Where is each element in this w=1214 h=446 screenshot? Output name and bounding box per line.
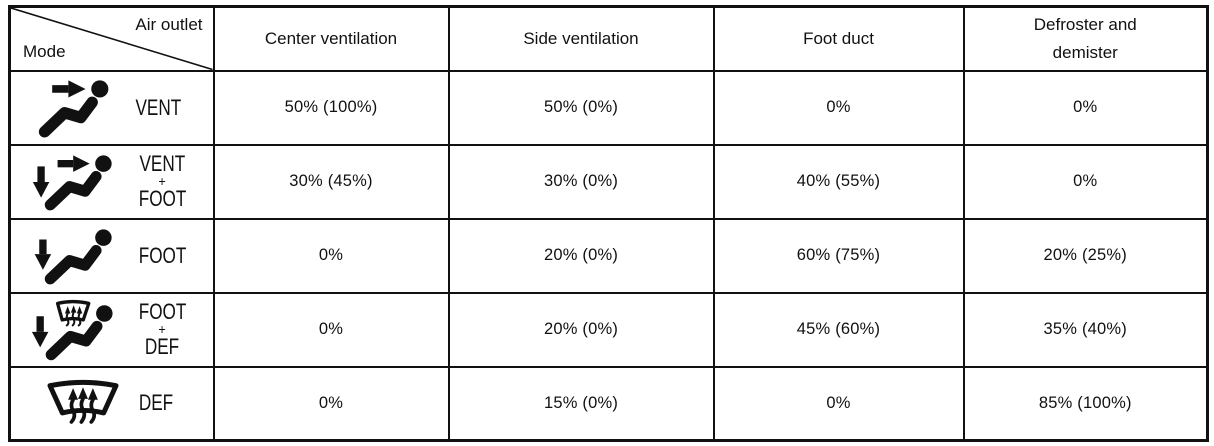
table-row-def: DEF 0% 15% (0%) 0% 85% (100%) — [8, 365, 1209, 442]
table-row-vent-foot: VENT + FOOT 30% (45%) 30% (0%) 40% (55%)… — [8, 143, 1209, 220]
air-outlet-distribution-table: Air outlet Mode Center ventilation Side … — [8, 5, 1209, 442]
value-cell: 85% (100%) — [962, 365, 1209, 442]
corner-label-air-outlet: Air outlet — [135, 15, 203, 34]
value-cell: 35% (40%) — [962, 291, 1209, 368]
value-cell: 0% — [212, 217, 450, 294]
airflow-down-arrow-icon — [32, 165, 50, 198]
value-cell: 15% (0%) — [447, 365, 715, 442]
defrost-mode-icon — [47, 380, 119, 425]
foot-def-mode-icon — [31, 299, 113, 360]
airflow-down-arrow-icon — [31, 315, 49, 347]
table-row-vent: VENT 50% (100%) 50% (0%) 0% 0% — [8, 69, 1209, 146]
table-row-foot: FOOT 0% 20% (0%) 60% (75%) 20% (25%) — [8, 217, 1209, 294]
vent-foot-mode-icon — [32, 154, 112, 210]
airflow-down-arrow-icon — [34, 239, 51, 270]
value-cell: 30% (0%) — [447, 143, 715, 220]
mode-cell-def: DEF — [8, 365, 215, 442]
column-header-center-ventilation: Center ventilation — [212, 5, 450, 72]
airflow-right-arrow-icon — [52, 79, 86, 98]
value-cell: 50% (0%) — [447, 69, 715, 146]
mode-label: FOOT + DEF — [138, 299, 187, 359]
foot-mode-icon — [34, 228, 112, 284]
person-glyph — [44, 154, 112, 210]
diagonal-divider — [11, 8, 213, 70]
table-row-foot-def: FOOT + DEF 0% 20% (0%) 45% (60%) 35% (40… — [8, 291, 1209, 368]
mode-label: VENT + FOOT — [138, 151, 187, 211]
value-cell: 0% — [962, 69, 1209, 146]
mini-windshield-glyph — [55, 299, 91, 326]
value-cell: 0% — [712, 365, 965, 442]
person-glyph — [44, 228, 112, 284]
value-cell: 0% — [212, 291, 450, 368]
mode-label: VENT — [135, 94, 182, 120]
mode-label: DEF — [139, 390, 174, 416]
value-cell: 0% — [962, 143, 1209, 220]
mode-cell-foot: FOOT — [8, 217, 215, 294]
value-cell: 20% (0%) — [447, 291, 715, 368]
value-cell: 0% — [712, 69, 965, 146]
value-cell: 0% — [212, 365, 450, 442]
mode-label: FOOT — [138, 242, 187, 268]
value-cell: 45% (60%) — [712, 291, 965, 368]
defrost-up-arrows — [68, 387, 99, 425]
mode-cell-vent-foot: VENT + FOOT — [8, 143, 215, 220]
mode-cell-vent: VENT — [8, 69, 215, 146]
value-cell: 20% (0%) — [447, 217, 715, 294]
airflow-right-arrow-icon — [57, 154, 90, 172]
value-cell: 40% (55%) — [712, 143, 965, 220]
value-cell: 30% (45%) — [212, 143, 450, 220]
mode-cell-foot-def: FOOT + DEF — [8, 291, 215, 368]
value-cell: 50% (100%) — [212, 69, 450, 146]
column-header-foot-duct: Foot duct — [712, 5, 965, 72]
corner-label-mode: Mode — [23, 41, 66, 61]
vent-mode-icon — [38, 79, 109, 138]
person-glyph — [45, 304, 113, 360]
value-cell: 20% (25%) — [962, 217, 1209, 294]
header-row: Air outlet Mode Center ventilation Side … — [8, 5, 1209, 72]
person-glyph — [38, 79, 109, 138]
column-header-side-ventilation: Side ventilation — [447, 5, 715, 72]
column-header-defroster-demister: Defroster and demister — [962, 5, 1209, 72]
value-cell: 60% (75%) — [712, 217, 965, 294]
corner-header-cell: Air outlet Mode — [8, 5, 215, 72]
